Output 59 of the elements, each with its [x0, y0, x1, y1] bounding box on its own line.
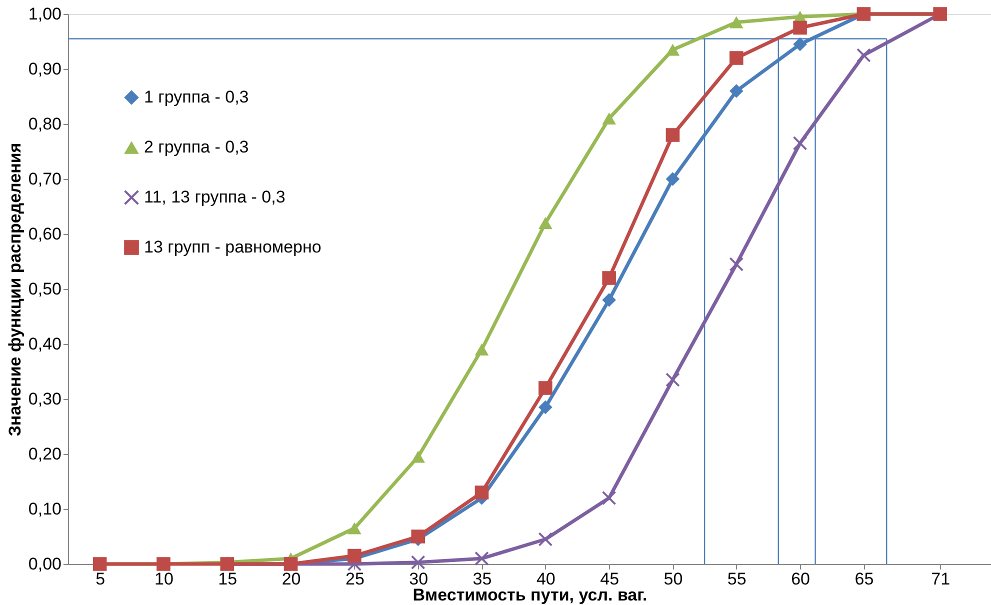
x-tick-label: 45	[600, 570, 620, 588]
y-tick-label: 0,50	[28, 280, 62, 298]
y-tick-label: 0,30	[28, 390, 62, 408]
point	[474, 486, 489, 500]
point	[474, 344, 489, 356]
y-tick-label: 0,20	[28, 444, 62, 464]
y-tick-label: 0,80	[28, 114, 62, 134]
x-tick-label: 71	[931, 570, 950, 588]
point	[474, 552, 489, 566]
point	[666, 172, 680, 186]
x-tick-label: 20	[282, 570, 301, 588]
point	[602, 112, 616, 124]
legend-label: 2 группа - 0,3	[144, 138, 249, 156]
y-tick-label: 0,70	[28, 170, 62, 188]
x-tick-label: 5	[96, 570, 106, 588]
point	[793, 37, 807, 52]
point	[729, 16, 744, 28]
point	[602, 491, 616, 505]
y-axis-title: Значение функции распределения	[5, 142, 24, 436]
legend-label: 11, 13 группа - 0,3	[144, 188, 286, 206]
x-tick-label: 10	[154, 570, 174, 588]
x-tick-label: 65	[854, 570, 874, 588]
point	[729, 84, 744, 98]
point	[411, 530, 425, 544]
y-tick-label: 0,90	[28, 60, 62, 78]
x-tick-label: 60	[791, 570, 810, 588]
y-tick-label: 1,00	[28, 4, 62, 24]
point	[538, 532, 552, 546]
point	[793, 20, 807, 35]
point	[729, 257, 744, 272]
y-tick-label: 0,60	[28, 224, 62, 244]
point	[666, 372, 680, 387]
y-tick-label: 0,10	[28, 500, 62, 518]
x-tick-label: 35	[472, 570, 492, 588]
x-axis-title: Вместимость пути, усл. ваг.	[412, 586, 648, 604]
point	[411, 450, 425, 463]
x-tick-label: 50	[664, 570, 683, 588]
x-tick-label: 40	[536, 570, 556, 588]
x-tick-label: 30	[409, 570, 428, 588]
point	[729, 51, 744, 65]
point	[602, 271, 616, 285]
legend-label: 1 группа - 0,3	[144, 88, 249, 106]
x-tick-label: 15	[218, 570, 238, 588]
point	[411, 555, 425, 570]
point	[538, 381, 552, 395]
legend-label: 13 групп - равномерно	[144, 238, 322, 256]
point	[538, 400, 552, 414]
y-tick-label: 0,00	[28, 554, 62, 574]
point	[793, 136, 807, 150]
y-tick-label: 0,40	[28, 334, 62, 354]
point	[348, 522, 362, 534]
point	[666, 128, 680, 142]
point	[348, 548, 362, 563]
point	[538, 217, 552, 229]
x-tick-label: 25	[345, 570, 364, 588]
point	[602, 293, 616, 307]
point	[666, 44, 680, 56]
x-tick-label: 55	[727, 570, 746, 588]
point	[856, 48, 871, 62]
